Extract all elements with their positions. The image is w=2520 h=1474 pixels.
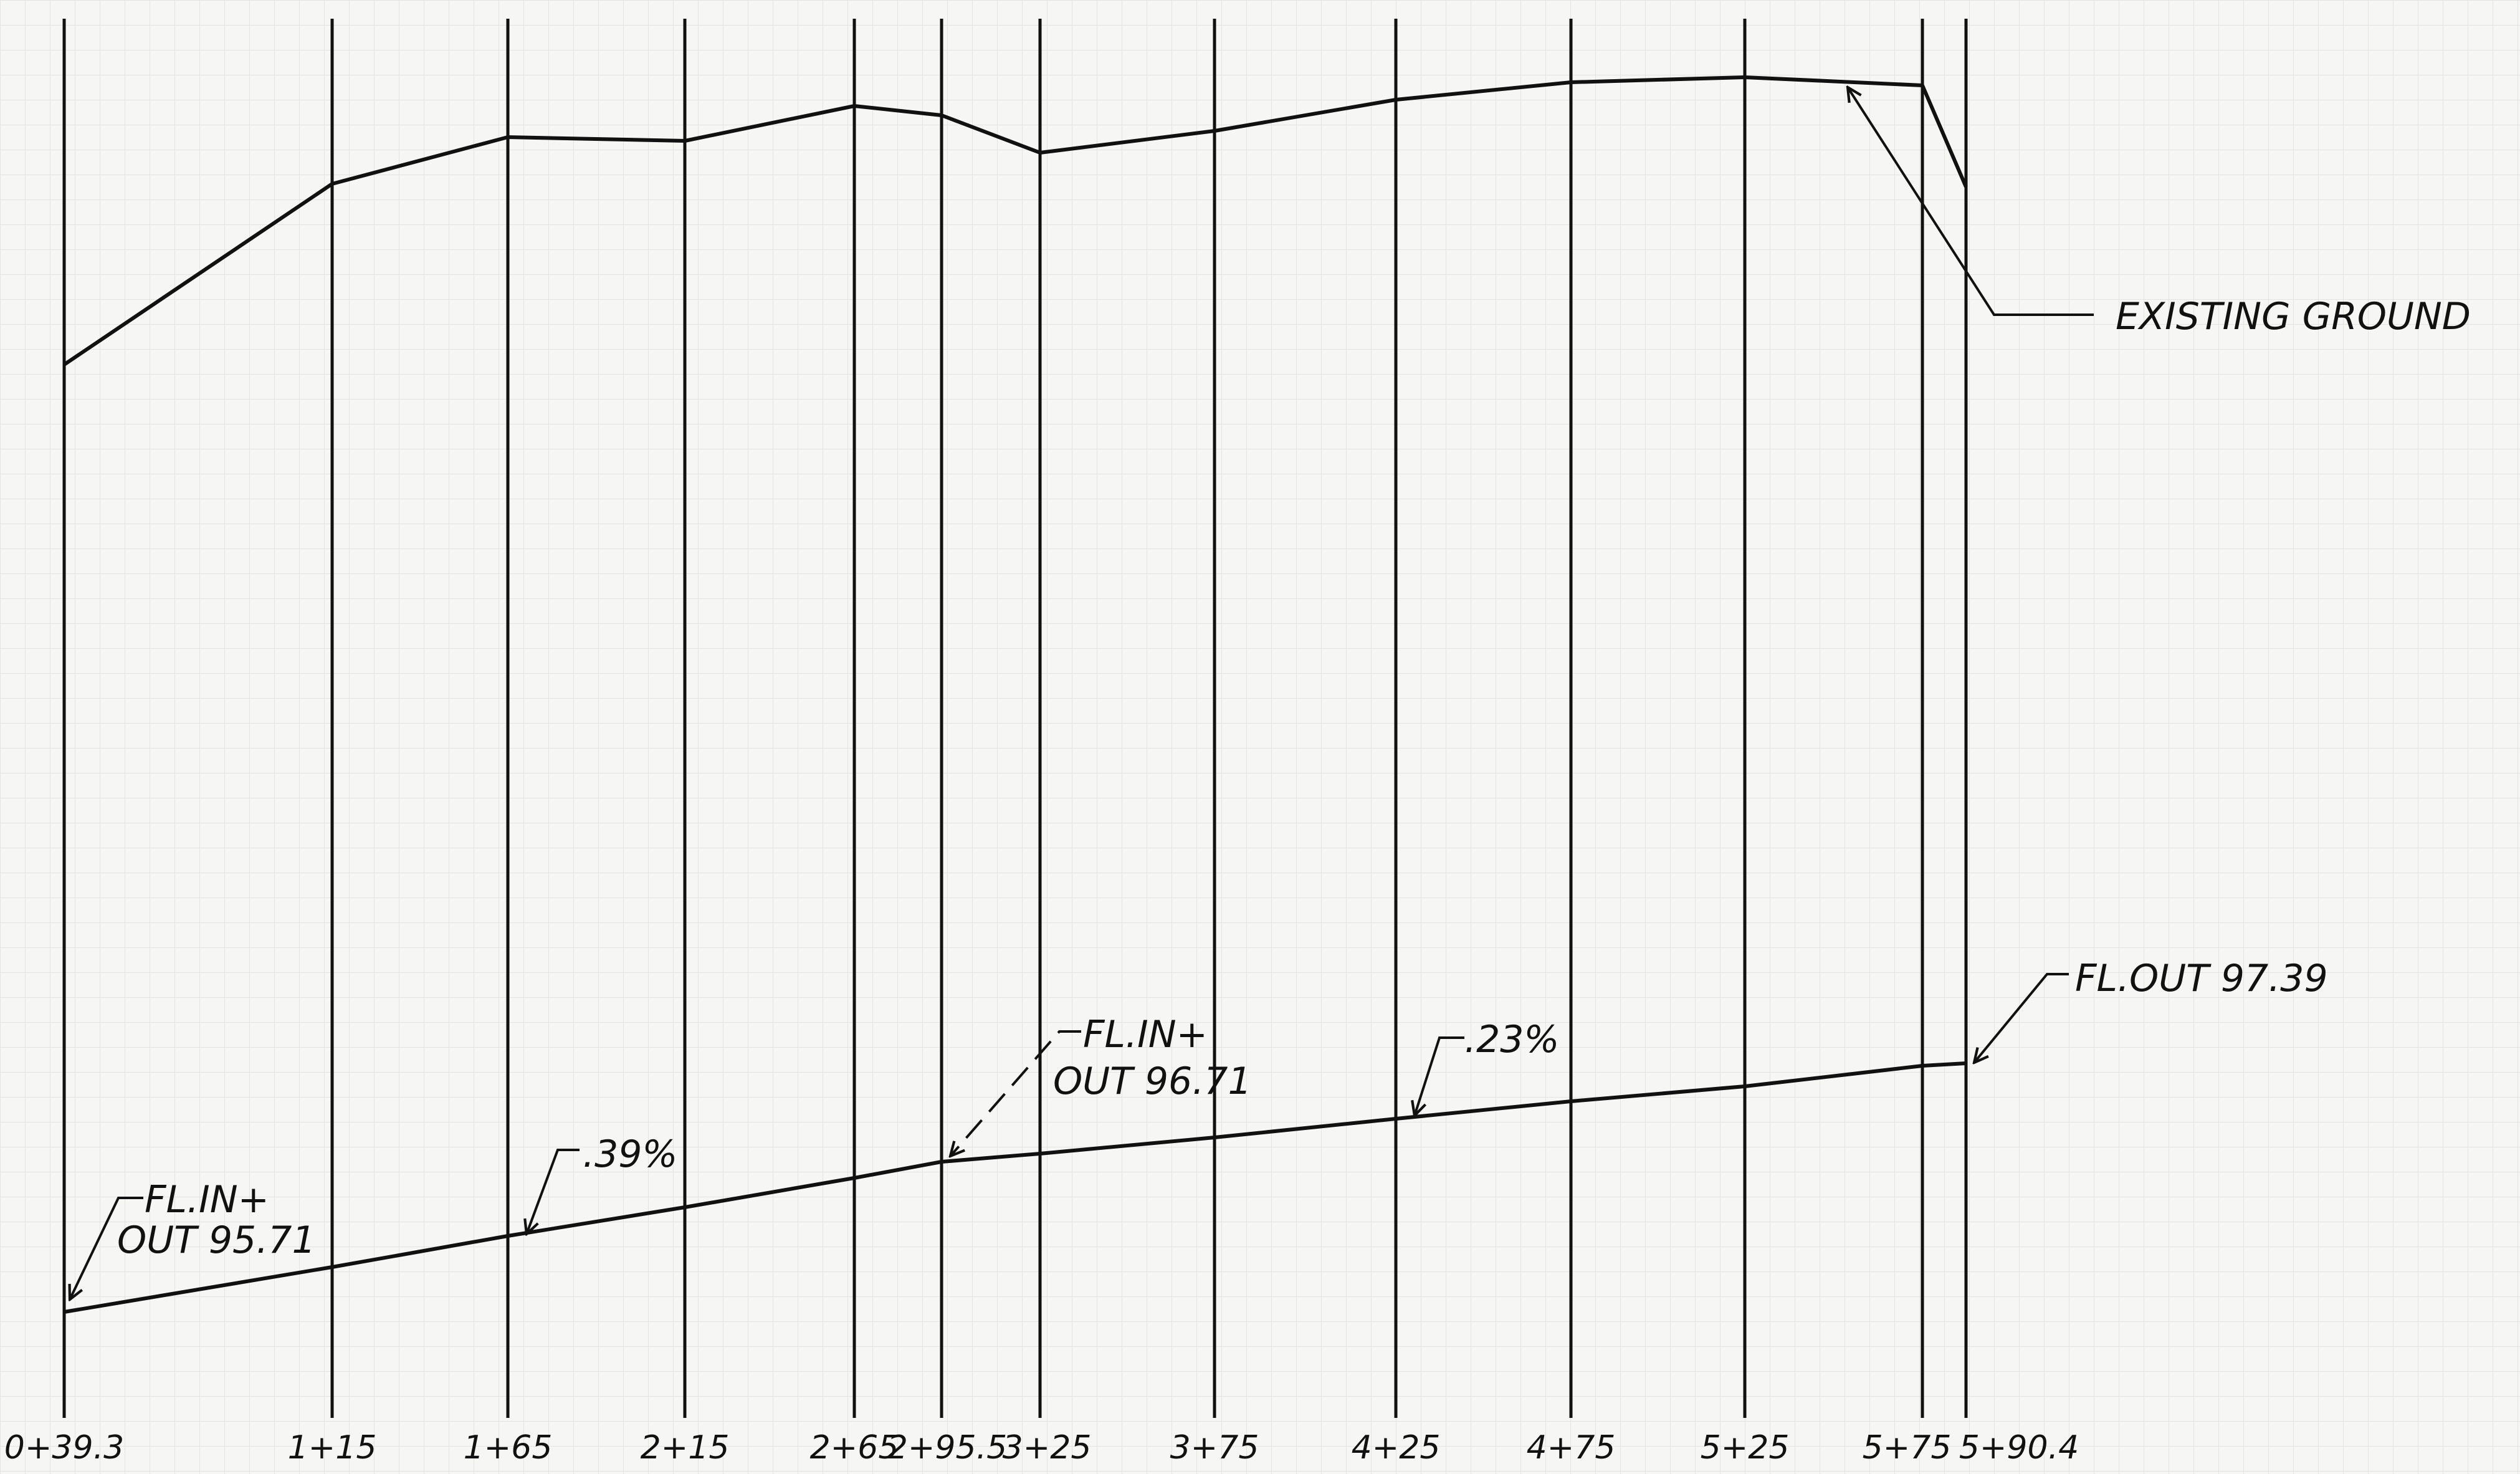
leaders [70, 87, 2094, 1299]
fl-end-leader [1974, 973, 2069, 1063]
station-label: 3+75 [1170, 1429, 1259, 1467]
station-label: 3+25 [1003, 1429, 1092, 1467]
fl-start-leader [70, 1197, 143, 1299]
fl-mid-label-line1: FL.IN+ [1083, 1013, 1208, 1056]
slope-1-leader [527, 1149, 580, 1234]
station-label: 5+90.4 [1959, 1429, 2079, 1467]
station-lines [62, 19, 1968, 1418]
station-label: 5+75 [1863, 1429, 1952, 1467]
station-label: 2+65 [810, 1429, 899, 1467]
existing-ground-label: EXISTING GROUND [2116, 295, 2471, 338]
station-label: 1+65 [464, 1429, 553, 1467]
station-label: 2+95.5 [887, 1429, 1007, 1467]
flow-line [64, 1061, 1967, 1314]
existing-ground-line [63, 75, 1968, 366]
slope-2-label: .23% [1464, 1018, 1559, 1061]
station-label: 1+15 [288, 1429, 377, 1467]
fl-start-label-line1: FL.IN+ [145, 1178, 269, 1222]
fl-mid-label-line2: OUT 96.71 [1053, 1060, 1252, 1103]
station-label: 4+75 [1527, 1429, 1616, 1467]
station-label: 5+25 [1701, 1429, 1790, 1467]
fl-mid-leader [950, 1030, 1081, 1156]
station-labels: 0+39.3 1+15 1+65 2+15 2+65 2+95.5 3+25 3… [4, 1429, 2079, 1467]
station-label: 2+15 [641, 1429, 730, 1467]
slope-2-leader [1415, 1036, 1464, 1116]
slope-1-label: .39% [583, 1132, 677, 1176]
station-label: 0+39.3 [4, 1429, 124, 1467]
fl-start-label-line2: OUT 95.71 [117, 1218, 316, 1262]
station-label: 4+25 [1352, 1429, 1441, 1467]
fl-end-label: FL.OUT 97.39 [2075, 957, 2328, 1000]
existing-ground-leader [1848, 87, 2094, 316]
